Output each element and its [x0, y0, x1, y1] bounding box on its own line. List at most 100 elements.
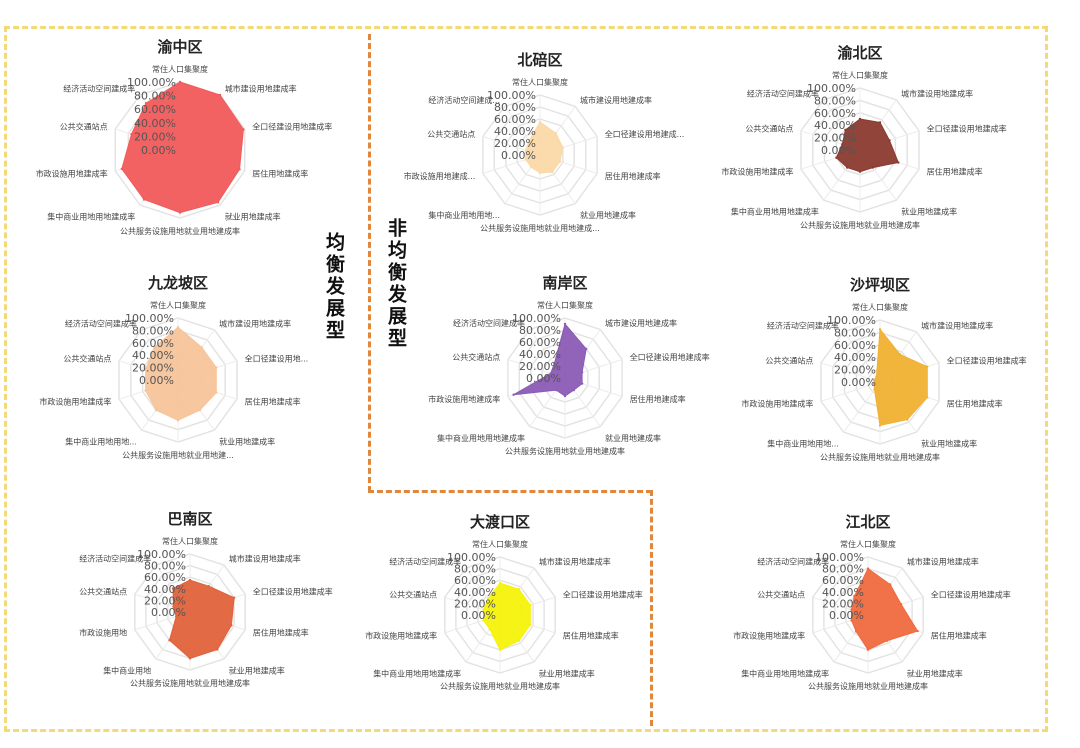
axis-label: 集中商业用地用地建成率	[731, 207, 819, 217]
data-point	[216, 648, 219, 651]
axis-label: 市政设施用地建成率	[365, 630, 437, 640]
data-point	[872, 382, 876, 386]
data-point	[871, 166, 874, 169]
data-point	[200, 346, 203, 349]
radar-chart-5: 0.00%20.00%40.00%60.00%80.00%100.00% 常住人口…	[741, 276, 1026, 462]
axis-label: 全口径建设用地建成...	[605, 129, 685, 139]
tick-label: 80.00%	[494, 101, 536, 114]
data-point	[144, 389, 147, 392]
data-point	[858, 117, 862, 121]
radar-chart-3: 0.00%20.00%40.00%60.00%80.00%100.00% 常住人口…	[39, 274, 308, 460]
tick-label: 0.00%	[461, 609, 496, 622]
axis-label: 就业用地建成率	[921, 439, 977, 449]
axis-label: 公共服务设施用地就业用地建成...	[480, 223, 600, 233]
data-point	[488, 627, 491, 631]
axis-label: 公共交通站点	[63, 353, 111, 363]
data-point	[482, 619, 485, 622]
tick-label: 40.00%	[814, 119, 856, 132]
tick-label: 80.00%	[834, 326, 876, 339]
data-point	[538, 171, 542, 175]
tick-label: 0.00%	[151, 606, 186, 619]
axis-label: 居住用地建成率	[253, 627, 309, 637]
axis-label: 经济活动空间建成率	[63, 84, 135, 94]
data-point	[498, 581, 502, 585]
tick-label: 0.00%	[526, 372, 561, 385]
tick-label: 100.00%	[487, 89, 536, 102]
axis-label: 就业用地建成率	[219, 437, 275, 447]
data-point	[512, 393, 515, 396]
data-point	[866, 648, 870, 651]
data-point	[563, 322, 567, 326]
data-point	[850, 619, 853, 622]
tick-label: 20.00%	[834, 364, 876, 377]
data-point	[854, 630, 858, 633]
axis-label: 城市建设用地建成率	[901, 88, 973, 98]
chart-title: 沙坪坝区	[850, 276, 910, 294]
axis-label: 经济活动空间建成率	[767, 320, 839, 330]
chart-title: 巴南区	[167, 510, 212, 528]
data-point	[175, 615, 178, 618]
axis-label: 市政设施用地建成率	[36, 169, 108, 179]
tick-label: 80.00%	[134, 90, 176, 103]
data-point	[176, 419, 180, 422]
axis-label: 城市建设用地建成率	[907, 557, 979, 567]
chart-title: 北碚区	[517, 51, 562, 69]
data-point	[878, 328, 882, 331]
axis-label: 市政设施用地建成率	[721, 167, 793, 177]
tick-label: 20.00%	[132, 362, 174, 375]
tick-label: 20.00%	[822, 597, 864, 610]
axis-label: 居住用地建成率	[563, 630, 619, 640]
data-point	[238, 168, 241, 171]
radar-chart-1: 0.00%20.00%40.00%60.00%80.00%100.00% 常住人口…	[404, 51, 685, 233]
data-point	[524, 158, 527, 161]
chart-title: 渝中区	[157, 38, 202, 56]
axis-label: 经济活动空间建成率	[757, 557, 829, 567]
data-point	[188, 657, 192, 660]
tick-label: 60.00%	[494, 113, 536, 126]
data-point	[215, 391, 218, 394]
tick-label: 100.00%	[127, 76, 176, 89]
group-label-unbalanced: 非均衡发展型	[385, 218, 407, 350]
data-point	[878, 121, 882, 124]
axis-label: 集中商业用地用地建成率	[47, 212, 135, 222]
data-point	[549, 372, 552, 375]
axis-label: 市政设施用地建成...	[404, 171, 476, 181]
axis-label: 城市建设用地建成率	[921, 320, 993, 330]
tick-label: 80.00%	[822, 563, 864, 576]
axis-label: 城市建设用地建成率	[219, 318, 291, 328]
tick-label: 100.00%	[807, 82, 856, 95]
axis-label: 常住人口集聚度	[512, 77, 568, 87]
axis-label: 居住用地建成率	[605, 171, 661, 181]
tick-label: 100.00%	[447, 551, 496, 564]
data-point	[171, 587, 175, 590]
data-point	[529, 603, 532, 607]
radar-chart-8: 0.00%20.00%40.00%60.00%80.00%100.00% 常住人口…	[733, 513, 1011, 691]
data-point	[585, 347, 588, 351]
data-point	[120, 167, 124, 171]
data-point	[888, 139, 891, 142]
axis-label: 全口径建设用地建成率	[253, 587, 333, 597]
data-point	[841, 143, 844, 146]
axis-label: 就业用地建成率	[229, 665, 285, 675]
radar-chart-4: 0.00%20.00%40.00%60.00%80.00%100.00% 常住人口…	[428, 274, 709, 456]
radar-chart-6: 0.00%20.00%40.00%60.00%80.00%100.00% 常住人口…	[79, 510, 333, 688]
axis-label: 集中商业用地用地...	[65, 437, 137, 447]
data-point	[889, 583, 892, 586]
tick-label: 20.00%	[494, 137, 536, 150]
data-point	[482, 608, 485, 611]
grid-spoke	[820, 381, 881, 402]
tick-label: 40.00%	[454, 586, 496, 599]
tick-label: 60.00%	[834, 339, 876, 352]
data-point	[551, 170, 554, 174]
data-point	[580, 371, 584, 374]
tick-label: 80.00%	[814, 94, 856, 107]
tick-label: 20.00%	[814, 132, 856, 145]
axis-label: 全口径建设用地...	[245, 353, 309, 363]
axis-label: 市政设施用地建成率	[39, 397, 111, 407]
data-point	[885, 639, 888, 642]
axis-label: 常住人口集聚度	[150, 300, 206, 310]
axis-label: 常住人口集聚度	[152, 64, 208, 74]
data-point	[530, 165, 533, 169]
